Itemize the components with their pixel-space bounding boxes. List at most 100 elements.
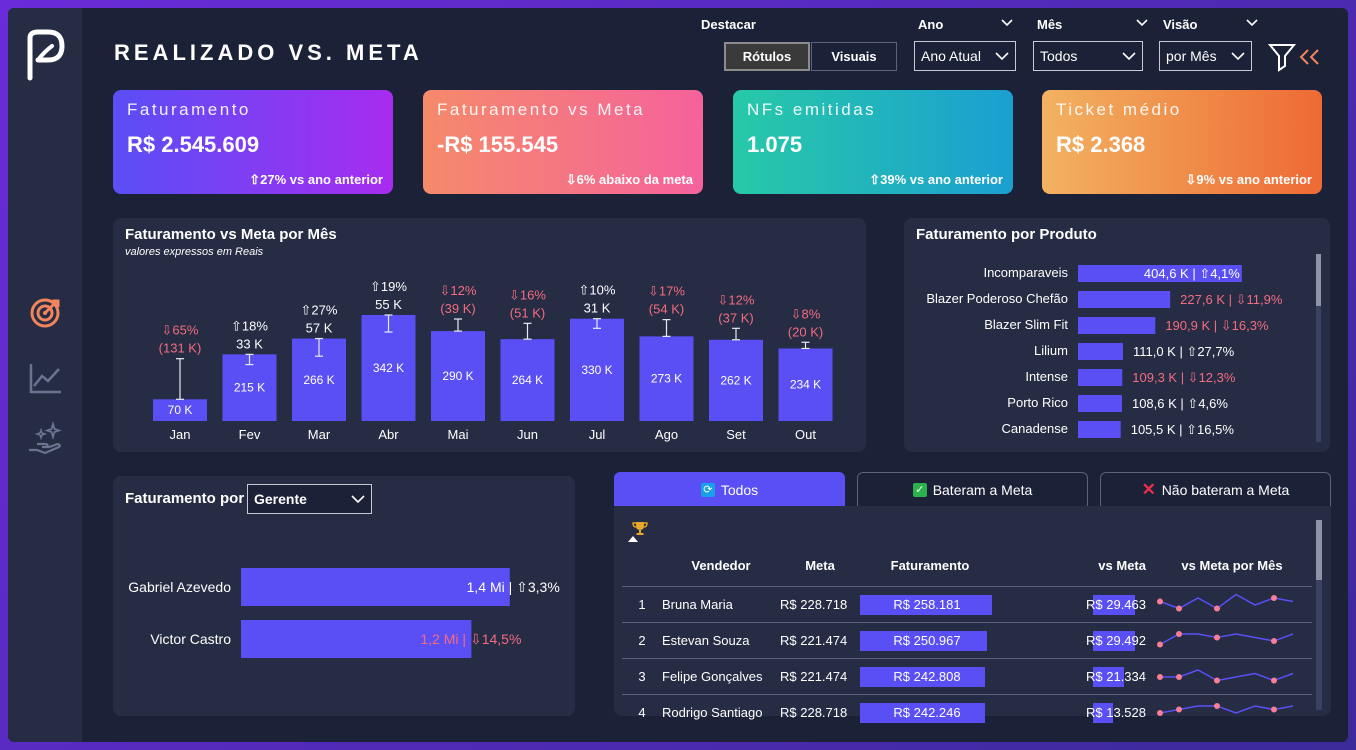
kpi-faturamento-vs-meta: Faturamento vs Meta -R$ 155.545 ⇩6% abai… [423, 90, 703, 194]
ano-label: Ano [918, 17, 944, 32]
month-bar [431, 331, 485, 421]
visao-chevron-down-icon[interactable] [1245, 16, 1259, 30]
vs-meta-cell: R$ 13.528 [1000, 693, 1152, 730]
faturamento-cell: R$ 242.246 [860, 693, 1000, 730]
product-name-label: Lilium [1034, 343, 1068, 358]
vendedor-cell: Felipe Gonçalves [662, 657, 780, 694]
month-bar-value-label: 215 K [234, 381, 265, 395]
sparkline-marker [1157, 673, 1163, 680]
destacar-label: Destacar [701, 17, 756, 32]
line-chart-icon[interactable] [25, 358, 65, 398]
month-bar-value-label: 342 K [373, 361, 404, 375]
sparkline [1157, 630, 1294, 647]
kpi-value: 1.075 [747, 132, 803, 157]
visuais-button[interactable]: Visuais [811, 42, 897, 71]
product-value-label: 105,5 K | ⇧16,5% [1131, 422, 1235, 437]
vs-meta-value: R$ 21.334 [1086, 668, 1146, 684]
ano-chevron-down-icon[interactable] [1000, 16, 1014, 30]
month-tick-label: Out [795, 427, 816, 442]
hand-sparkle-icon[interactable] [25, 420, 65, 460]
kpi-faturamento: Faturamento R$ 2.545.609 ⇧27% vs ano ant… [113, 90, 393, 194]
seller-table: Vendedor Meta Faturamento vs Meta vs Met… [622, 546, 1312, 730]
scrollbar-thumb[interactable] [1316, 254, 1321, 306]
x-icon: ✕ [1141, 479, 1156, 499]
seller-table-card: Vendedor Meta Faturamento vs Meta vs Met… [614, 506, 1331, 730]
sparkline-marker [1271, 706, 1277, 713]
kpi-title: Faturamento vs Meta [437, 100, 646, 119]
table-row[interactable]: 2 Estevan Souza R$ 221.474 R$ 250.967 R$ 29.… [622, 621, 1312, 658]
vs-meta-value: R$ 29.463 [1086, 596, 1146, 612]
vs-meta-header[interactable]: vs Meta [1098, 558, 1146, 574]
mes-chevron-down-icon[interactable] [1135, 16, 1149, 30]
filter-icon[interactable] [1268, 42, 1296, 72]
month-diff-label: (20 K) [788, 324, 823, 339]
vs-meta-cell: R$ 21.334 [1000, 657, 1152, 694]
rank-cell: 1 [622, 585, 662, 622]
monthly-chart-title: Faturamento vs Meta por Mês [125, 226, 337, 243]
kpi-title: Ticket médio [1056, 100, 1182, 119]
logo-icon [27, 29, 65, 81]
table-scrollbar-thumb[interactable] [1316, 520, 1322, 580]
month-bar [222, 354, 277, 421]
vs-meta-bar [1093, 594, 1136, 615]
product-value-label: 227,6 K | ⇩11,9% [1180, 292, 1283, 307]
rotulos-button[interactable]: Rótulos [724, 42, 810, 71]
month-diff-label: (37 K) [718, 310, 753, 325]
table-scrollbar-track[interactable] [1316, 520, 1322, 710]
tab-nao-bateram-a-meta[interactable]: ✕ Não bateram a Meta [1100, 472, 1331, 506]
sparkline-marker [1176, 630, 1182, 637]
month-bar [500, 339, 555, 421]
rank-cell: 2 [622, 621, 662, 658]
scrollbar-track[interactable] [1316, 254, 1321, 442]
sparkline-marker [1214, 605, 1220, 611]
faturamento-header[interactable]: Faturamento [890, 558, 970, 574]
month-bar-value-label: 234 K [790, 378, 821, 392]
gerente-dimension-select[interactable]: Gerente [247, 484, 372, 514]
meta-header[interactable]: Meta [805, 558, 835, 574]
collapse-arrows-icon[interactable] [1298, 48, 1322, 66]
table-row[interactable]: 1 Bruna Maria R$ 228.718 R$ 258.181 R$ 29.46… [622, 585, 1312, 622]
month-diff-label: (39 K) [440, 301, 475, 316]
sparkline [1157, 702, 1294, 716]
trophy-icon [632, 522, 648, 535]
sparkline-marker [1157, 709, 1163, 716]
sparkline-path [1159, 593, 1294, 609]
visao-select-value: por Mês [1166, 48, 1217, 64]
month-bar [153, 399, 207, 421]
sort-ascending-icon[interactable] [628, 536, 638, 542]
table-header-row: Vendedor Meta Faturamento vs Meta vs Met… [622, 546, 1312, 586]
product-value-label: 108,6 K | ⇧4,6% [1132, 396, 1228, 411]
month-bar-value-label: 273 K [651, 372, 682, 386]
sparkline [1157, 668, 1294, 683]
vs-meta-bar [1093, 666, 1124, 687]
vendedor-cell: Estevan Souza [662, 621, 780, 658]
month-tick-label: Abr [378, 427, 399, 442]
mes-select[interactable]: Todos [1033, 41, 1143, 71]
kpi-comparison: ⇩6% abaixo da meta [565, 172, 693, 187]
sparkline-marker [1271, 594, 1277, 601]
target-icon[interactable] [25, 292, 65, 332]
faturamento-cell: R$ 242.808 [860, 657, 1000, 694]
visao-select[interactable]: por Mês [1159, 41, 1252, 71]
table-row[interactable]: 3 Felipe Gonçalves R$ 221.474 R$ 242.808 R$ … [622, 657, 1312, 694]
sparkline-path [1159, 704, 1294, 714]
gerente-chart-title: Faturamento por [125, 490, 245, 507]
ano-select[interactable]: Ano Atual [914, 41, 1016, 71]
month-diff-label: (131 K) [159, 341, 202, 356]
month-pct-label: ⇧27% [301, 303, 338, 318]
gerente-bar-chart: Gabriel Azevedo 1,4 Mi | ⇧3,3% Victor Cast… [128, 568, 560, 658]
vendedor-header[interactable]: Vendedor [691, 558, 751, 574]
sparkline-cell [1152, 693, 1312, 730]
product-name-label: Intense [1025, 369, 1068, 384]
app-frame: REALIZADO VS. META Destacar Rótulos Visu… [8, 8, 1348, 742]
sparkline-marker [1271, 637, 1277, 644]
gerente-name-label: Gabriel Azevedo [128, 579, 231, 595]
vs-meta-bar [1093, 702, 1113, 723]
table-row[interactable]: 4 Rodrigo Santiago R$ 228.718 R$ 242.246 R$ … [622, 693, 1312, 730]
tab-bateram-a-meta[interactable]: ✓ Bateram a Meta [857, 472, 1088, 506]
vs-meta-por-mes-header[interactable]: vs Meta por Mês [1181, 558, 1283, 574]
tab-todos[interactable]: ⟳ Todos [614, 472, 845, 506]
mes-label: Mês [1037, 17, 1063, 32]
page-title: REALIZADO VS. META [114, 40, 423, 65]
meta-cell: R$ 221.474 [780, 657, 860, 694]
